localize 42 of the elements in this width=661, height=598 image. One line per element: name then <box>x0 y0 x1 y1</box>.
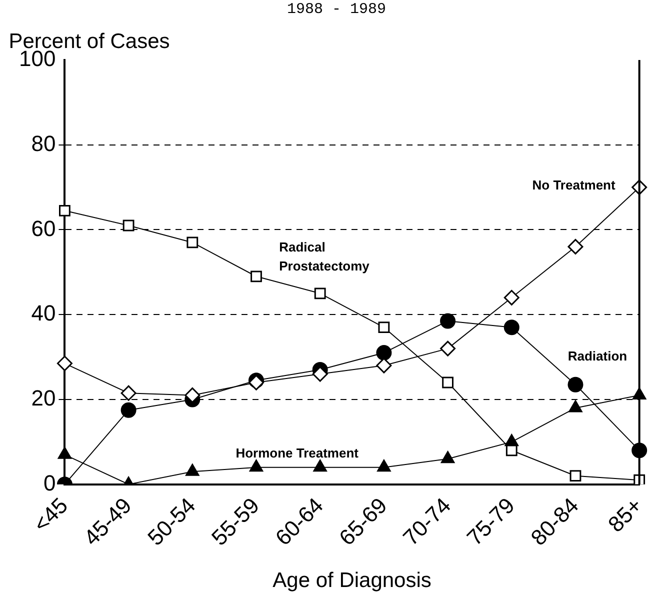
point <box>440 451 455 464</box>
x-tick-label: 85+ <box>603 492 648 537</box>
point <box>377 460 391 472</box>
point <box>56 356 72 372</box>
point <box>314 288 326 300</box>
point <box>504 320 520 336</box>
point <box>376 358 392 374</box>
point <box>186 236 198 248</box>
x-tick-label: <45 <box>28 492 73 537</box>
point <box>58 446 72 459</box>
series-label: Radical Prostatectomy <box>279 239 370 274</box>
y-tick-label: 40 <box>31 300 56 326</box>
point <box>442 376 454 388</box>
chart-title: 1988 - 1989 <box>286 0 386 18</box>
y-tick-label: 80 <box>31 130 56 156</box>
point <box>249 460 264 472</box>
point <box>120 385 136 401</box>
point <box>120 402 136 418</box>
point <box>440 340 456 356</box>
y-tick-label: 20 <box>31 386 56 411</box>
y-tick-label: 0 <box>43 470 56 496</box>
point <box>568 400 582 412</box>
point <box>504 290 520 306</box>
y-tick-label: 60 <box>31 216 56 241</box>
point <box>506 444 518 456</box>
point <box>570 470 582 482</box>
series-label: No Treatment <box>532 177 616 192</box>
point <box>186 464 200 476</box>
point <box>184 387 200 403</box>
point <box>250 270 262 282</box>
point <box>122 220 134 232</box>
point <box>313 460 327 472</box>
point <box>59 204 70 216</box>
point <box>568 238 584 254</box>
series-label: Hormone Treatment <box>236 445 360 460</box>
point <box>376 345 392 361</box>
point <box>440 313 456 329</box>
point <box>378 322 390 334</box>
series-label: Radiation <box>568 348 628 364</box>
point <box>312 366 328 382</box>
point <box>568 376 584 392</box>
x-axis-title: Age of Diagnosis <box>272 569 432 592</box>
